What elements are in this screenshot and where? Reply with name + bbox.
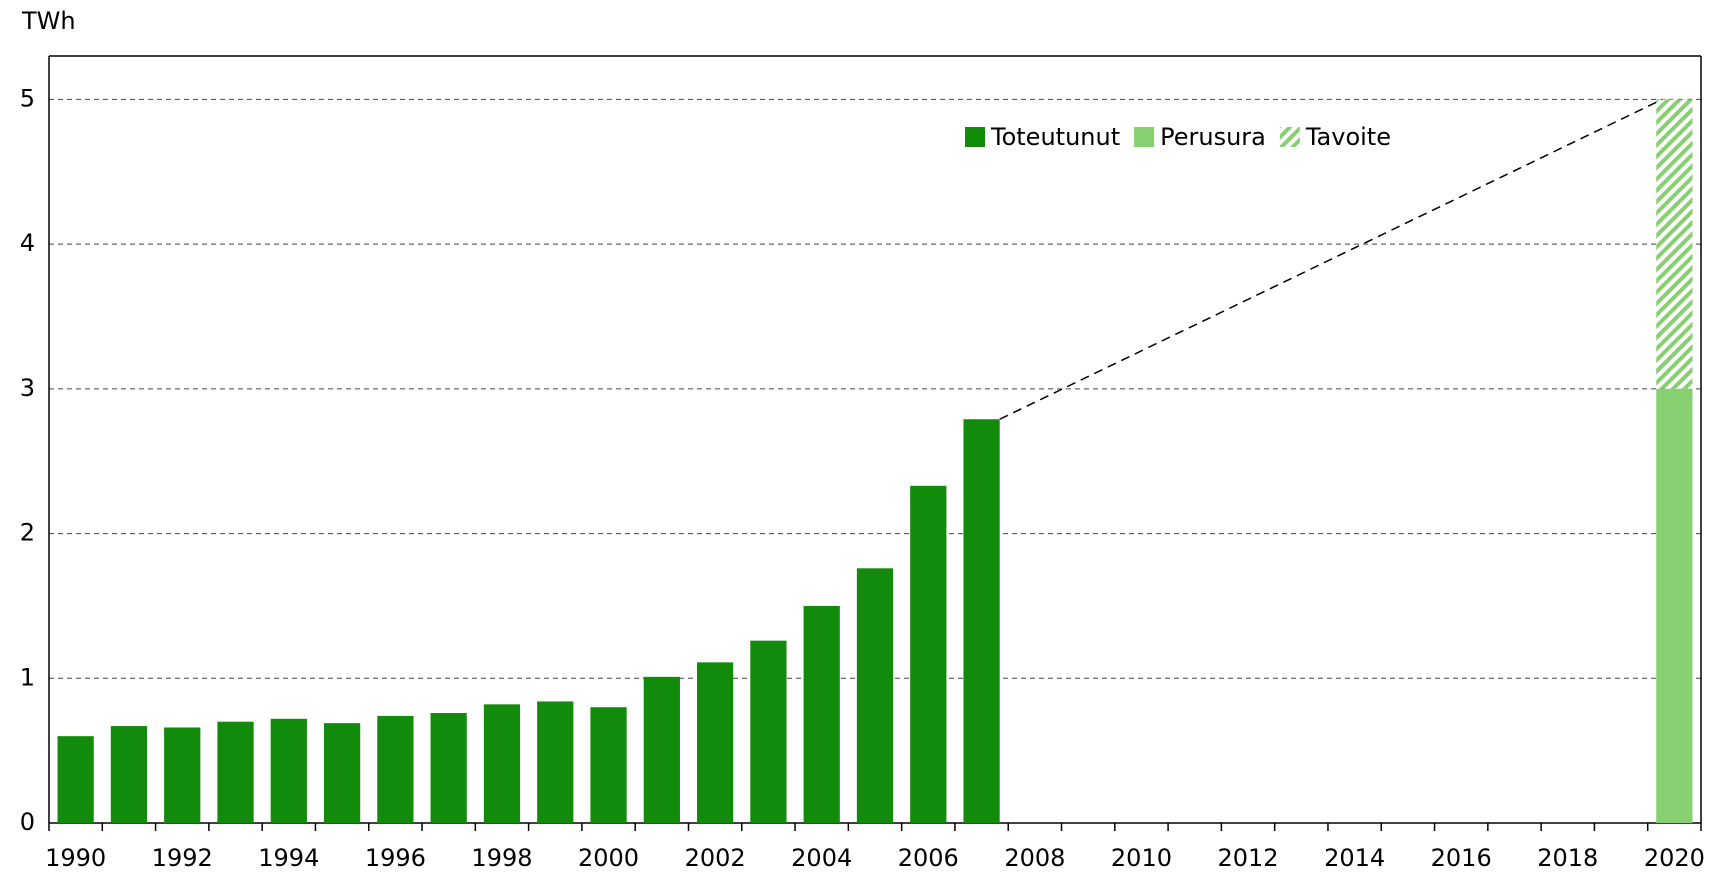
y-tick-label: 0	[20, 808, 35, 836]
bar	[164, 727, 201, 823]
bar	[483, 704, 521, 823]
bar	[910, 485, 947, 823]
bar	[856, 568, 894, 823]
bar	[57, 736, 94, 823]
y-tick-label: 5	[20, 84, 35, 112]
legend-label: Perusura	[1160, 123, 1266, 151]
x-tick-label: 2012	[1217, 844, 1278, 872]
x-tick-label: 2020	[1644, 844, 1705, 872]
x-tick-label: 2010	[1111, 844, 1172, 872]
x-tick-label: 2000	[578, 844, 639, 872]
legend-label: Tavoite	[1305, 123, 1391, 151]
bar	[217, 721, 254, 823]
x-tick-label: 1990	[45, 844, 106, 872]
bar	[537, 701, 574, 823]
y-tick-label: 1	[20, 663, 35, 691]
x-tick-label: 1998	[471, 844, 532, 872]
bar	[963, 419, 1000, 823]
bar	[750, 640, 787, 823]
x-tick-label: 2002	[685, 844, 746, 872]
x-tick-label: 2018	[1537, 844, 1598, 872]
legend-label: Toteutunut	[990, 123, 1120, 151]
bar	[1656, 99, 1693, 389]
bar	[697, 662, 734, 823]
x-tick-label: 1996	[365, 844, 426, 872]
projection-line	[999, 98, 1663, 420]
bar	[430, 713, 467, 823]
y-tick-label: 2	[20, 519, 35, 547]
x-tick-label: 2004	[791, 844, 852, 872]
bar	[110, 726, 148, 823]
bar	[270, 718, 307, 823]
x-tick-label: 2006	[898, 844, 959, 872]
y-tick-label: 4	[20, 229, 35, 257]
x-tick-label: 1992	[152, 844, 213, 872]
y-tick-label: 3	[20, 374, 35, 402]
x-tick-label: 2008	[1004, 844, 1065, 872]
x-tick-label: 2016	[1431, 844, 1492, 872]
bar	[377, 715, 414, 823]
x-tick-label: 2014	[1324, 844, 1385, 872]
legend-swatch	[1134, 127, 1155, 147]
legend-swatch	[965, 127, 985, 147]
y-axis-label: TWh	[21, 7, 76, 35]
bar	[590, 707, 627, 823]
bar	[323, 723, 361, 823]
legend-swatch	[1279, 127, 1300, 147]
bar	[643, 676, 680, 823]
bar	[803, 605, 840, 823]
x-tick-label: 1994	[258, 844, 319, 872]
bar	[1656, 388, 1693, 823]
